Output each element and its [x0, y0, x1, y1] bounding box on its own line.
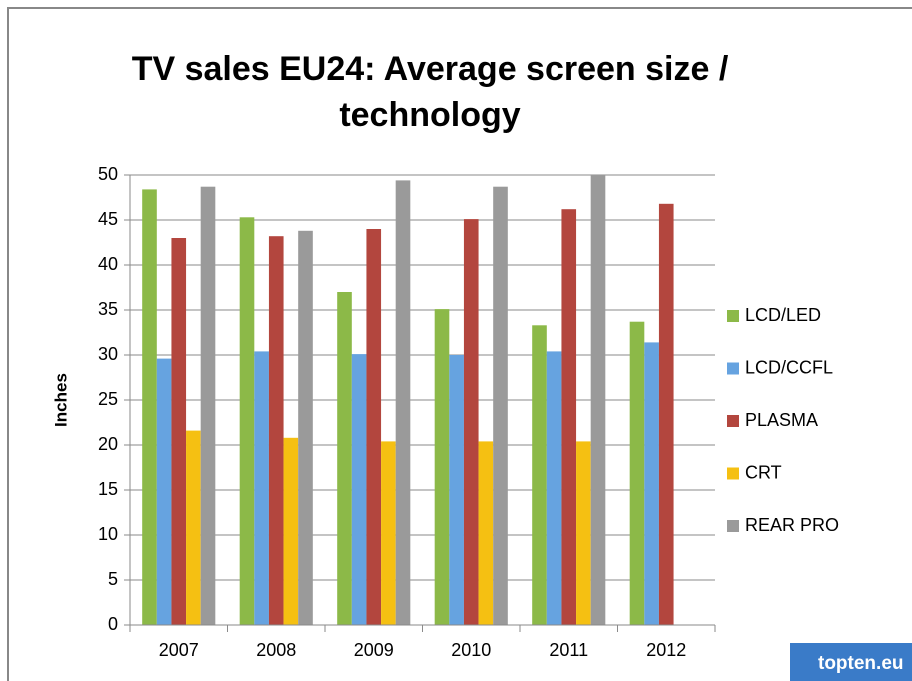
bar	[478, 441, 494, 625]
bar	[351, 354, 367, 625]
bar	[381, 441, 396, 625]
bar	[546, 351, 562, 625]
bar	[156, 358, 172, 625]
bar	[186, 430, 201, 625]
x-tick-label: 2010	[451, 640, 491, 660]
legend-label: LCD/CCFL	[745, 357, 833, 377]
bar	[463, 219, 479, 625]
bar	[590, 175, 606, 625]
bar	[658, 203, 674, 626]
x-tick-label: 2008	[256, 640, 296, 660]
bar	[298, 230, 313, 626]
bar	[449, 355, 464, 625]
legend-label: CRT	[745, 462, 782, 482]
y-tick-label: 30	[98, 344, 118, 364]
bar	[171, 238, 187, 625]
y-tick-label: 45	[98, 209, 118, 229]
legend-swatch	[727, 467, 739, 480]
y-tick-label: 35	[98, 299, 118, 319]
bar	[561, 209, 577, 625]
legend-swatch	[727, 415, 739, 427]
x-tick-label: 2011	[549, 640, 588, 660]
bar	[200, 186, 216, 625]
bar	[254, 351, 269, 625]
y-tick-label: 25	[98, 389, 118, 409]
legend-label: REAR PRO	[745, 515, 839, 535]
bar	[142, 189, 157, 625]
y-tick-label: 20	[98, 434, 118, 454]
bar	[532, 325, 547, 625]
bar	[395, 180, 411, 625]
y-tick-label: 0	[108, 614, 118, 634]
y-axis-label: Inches	[51, 373, 70, 427]
chart-title: TV sales EU24: Average screen size / tec…	[131, 50, 729, 134]
legend-swatch	[727, 520, 739, 532]
chart-border	[7, 7, 912, 681]
legend-label: LCD/LED	[745, 305, 821, 325]
bar	[268, 236, 284, 625]
logo-box	[790, 643, 912, 681]
y-tick-label: 10	[98, 524, 118, 544]
bar	[337, 292, 352, 625]
logo: topten.eu	[818, 653, 904, 674]
legend-swatch	[727, 362, 739, 375]
legend-swatch	[727, 310, 739, 322]
bar	[366, 229, 382, 625]
bar	[644, 342, 659, 625]
bar	[239, 217, 255, 626]
y-tick-label: 40	[98, 254, 118, 274]
y-tick-label: 5	[108, 569, 118, 589]
bar	[629, 321, 645, 625]
x-tick-label: 2012	[646, 640, 686, 660]
bar	[576, 441, 591, 625]
bar	[283, 437, 299, 625]
x-tick-label: 2009	[354, 640, 394, 660]
bar	[493, 186, 508, 625]
x-tick-label: 2007	[159, 640, 199, 660]
bar	[434, 309, 450, 625]
y-tick-label: 50	[98, 164, 118, 184]
y-tick-label: 15	[98, 479, 118, 499]
legend-label: PLASMA	[745, 410, 818, 430]
